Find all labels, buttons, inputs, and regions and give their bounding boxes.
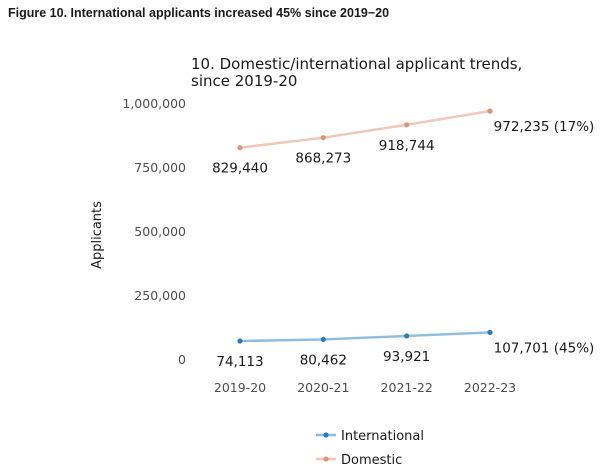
- y-tick-label-2: 500,000: [134, 224, 186, 239]
- domestic-point-0: [237, 145, 243, 151]
- legend-label-international: International: [341, 429, 424, 444]
- x-tick-label-1: 2020-21: [297, 380, 349, 395]
- series-domestic: 829,440 868,273 918,744 972,235 (17%): [212, 108, 595, 177]
- domestic-data-label-0: 829,440: [212, 161, 268, 177]
- international-data-label-3: 107,701 (45%): [494, 340, 595, 356]
- international-line: [239, 331, 491, 343]
- y-tick-label-4: 1,000,000: [122, 96, 186, 111]
- y-axis-ticks: 0 250,000 500,000 750,000 1,000,000: [122, 96, 186, 367]
- domestic-point-1: [320, 135, 326, 141]
- chart-title-line-2: since 2019-20: [191, 72, 298, 90]
- international-data-label-2: 93,921: [383, 349, 430, 365]
- y-tick-label-1: 250,000: [134, 288, 186, 303]
- legend-swatch-point-domestic: [323, 456, 329, 462]
- domestic-line: [239, 109, 491, 149]
- x-tick-label-3: 2022-23: [464, 380, 516, 395]
- international-point-1: [320, 336, 326, 343]
- legend-item-international: International: [316, 429, 424, 444]
- y-axis-label: Applicants: [90, 201, 105, 269]
- international-data-label-1: 80,462: [300, 352, 347, 368]
- domestic-data-label-2: 918,744: [379, 138, 435, 154]
- chart-title-line-1: 10. Domestic/international applicant tre…: [191, 55, 523, 73]
- series-international: 74,113 80,462 93,921 107,701 (45%): [216, 329, 595, 370]
- domestic-data-label-1: 868,273: [295, 151, 351, 167]
- legend: International Domestic: [316, 429, 424, 468]
- chart-title: 10. Domestic/international applicant tre…: [191, 56, 591, 90]
- y-tick-label-3: 750,000: [134, 160, 186, 175]
- x-tick-label-2: 2021-22: [381, 380, 433, 395]
- international-point-0: [237, 338, 243, 344]
- legend-label-domestic: Domestic: [341, 453, 402, 468]
- legend-item-domestic: Domestic: [316, 453, 402, 468]
- domestic-point-3: [487, 108, 493, 114]
- international-data-label-0: 74,113: [216, 354, 263, 370]
- international-point-3: [487, 329, 493, 336]
- international-point-2: [404, 333, 410, 339]
- series-group: 74,113 80,462 93,921 107,701 (45%) 829,440 86…: [212, 108, 595, 370]
- x-tick-label-0: 2019-20: [214, 380, 266, 395]
- domestic-point-2: [404, 122, 410, 128]
- y-tick-label-0: 0: [178, 352, 186, 367]
- domestic-data-label-3: 972,235 (17%): [494, 119, 595, 135]
- figure-title: Figure 10. International applicants incr…: [8, 6, 390, 20]
- x-axis-ticks: 2019-20 2020-21 2021-22 2022-23: [214, 380, 516, 395]
- legend-swatch-point-international: [323, 432, 329, 438]
